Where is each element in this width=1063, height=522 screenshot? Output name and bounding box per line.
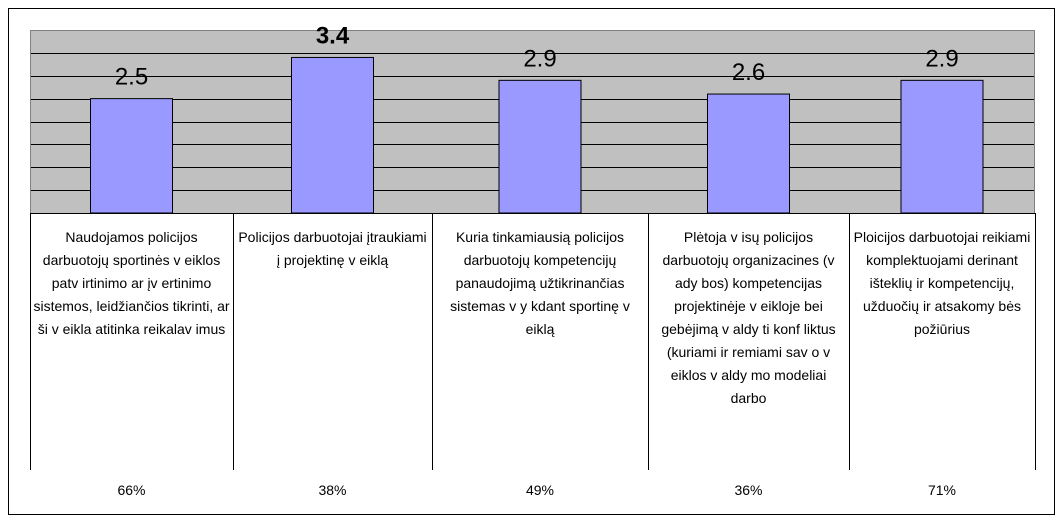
bar bbox=[90, 98, 173, 214]
category-label: Policijos darbuotojai įtraukiami į proje… bbox=[238, 229, 427, 268]
value-label: 2.9 bbox=[523, 45, 556, 72]
value-label: 3.4 bbox=[316, 22, 350, 49]
bar bbox=[498, 79, 582, 214]
value-label: 2.9 bbox=[925, 45, 958, 72]
category-label: Plėtoja v isų policijos darbuotojų organ… bbox=[661, 229, 836, 406]
share-label: 66% bbox=[117, 482, 146, 498]
value-label: 2.5 bbox=[115, 64, 148, 91]
share-label: 36% bbox=[734, 482, 763, 498]
value-label: 2.6 bbox=[732, 59, 765, 86]
bar bbox=[291, 56, 374, 214]
share-label: 71% bbox=[927, 482, 957, 498]
bar bbox=[707, 93, 790, 214]
share-label: 38% bbox=[318, 482, 347, 498]
category-label: Ploicijos darbuotojai reikiami komplektu… bbox=[853, 229, 1031, 337]
category-label: Naudojamos policijos darbuotojų sportinė… bbox=[33, 229, 230, 337]
category-label: Kuria tinkamiausią policijos darbuotojų … bbox=[450, 229, 630, 337]
bar bbox=[900, 79, 984, 214]
share-label: 49% bbox=[525, 482, 555, 498]
